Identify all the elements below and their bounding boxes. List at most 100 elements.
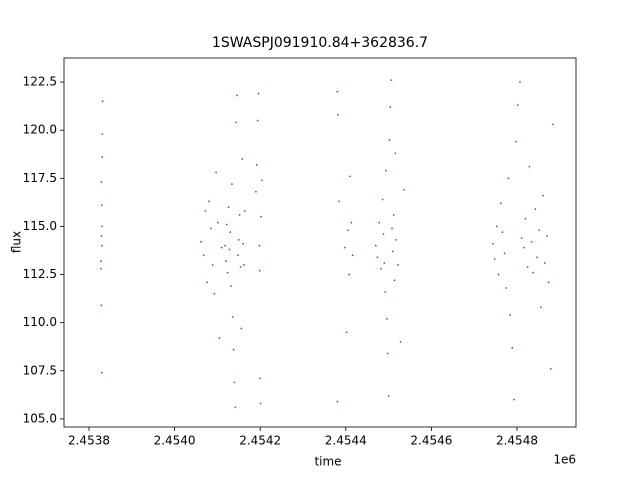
point [388, 138, 391, 141]
x-tick-label: 2.4544 [325, 434, 367, 448]
point [100, 244, 103, 247]
point [522, 246, 525, 249]
point [393, 279, 396, 282]
point [237, 239, 240, 241]
point [206, 281, 209, 284]
point [200, 240, 203, 243]
point [233, 381, 236, 384]
point [243, 264, 245, 266]
point [391, 250, 394, 253]
point [236, 94, 238, 97]
point [351, 254, 354, 257]
point [344, 246, 346, 249]
point [255, 163, 258, 166]
point [211, 264, 214, 266]
y-tick-label: 107.5 [23, 363, 57, 377]
point [215, 171, 218, 174]
point [378, 221, 381, 224]
point [532, 271, 535, 274]
point [382, 233, 385, 236]
point [259, 377, 262, 380]
point [258, 269, 261, 272]
x-axis-label: time [314, 455, 341, 469]
point [240, 327, 243, 330]
x-offset-label: 1e6 [553, 453, 576, 467]
point [386, 352, 389, 355]
point [220, 246, 223, 249]
point [232, 348, 235, 351]
point [385, 169, 387, 172]
point [349, 175, 351, 178]
point [403, 188, 405, 191]
point [374, 244, 377, 247]
point [495, 225, 498, 228]
point [520, 237, 523, 239]
point [216, 221, 219, 224]
point [385, 317, 388, 320]
point [242, 242, 244, 245]
y-tick-label: 117.5 [23, 171, 57, 185]
y-tick-label: 112.5 [23, 267, 57, 281]
point [392, 213, 395, 216]
point [229, 231, 232, 234]
point [530, 240, 533, 243]
point [336, 90, 339, 93]
point [499, 202, 502, 205]
point [101, 133, 104, 135]
point [100, 304, 103, 307]
point [224, 244, 226, 247]
point [540, 306, 542, 309]
point [395, 239, 398, 241]
chart-title: 1SWASPJ091910.84+362836.7 [212, 35, 428, 51]
point [234, 406, 237, 409]
point [501, 231, 504, 234]
point [399, 341, 402, 343]
point [225, 260, 227, 262]
y-tick-label: 122.5 [23, 75, 57, 89]
point [235, 121, 238, 124]
point [347, 229, 349, 232]
point [237, 254, 239, 257]
point [101, 156, 104, 159]
point [390, 79, 393, 82]
point [226, 271, 229, 274]
point [536, 256, 538, 259]
x-tick-label: 2.4548 [496, 434, 538, 448]
y-axis-label: flux [10, 231, 24, 253]
point [210, 227, 212, 230]
point [243, 210, 246, 212]
point [546, 235, 548, 237]
point [376, 256, 379, 259]
point [230, 285, 232, 287]
y-tick-label: 120.0 [23, 123, 57, 137]
point [493, 258, 496, 261]
point [384, 290, 387, 293]
point [538, 229, 541, 232]
point [549, 367, 552, 370]
point [528, 165, 531, 168]
point [238, 213, 241, 216]
point [337, 113, 339, 116]
point [100, 204, 103, 207]
y-tick-label: 115.0 [23, 219, 57, 233]
point [397, 264, 399, 266]
point [338, 200, 340, 203]
point [524, 217, 527, 220]
point [100, 260, 102, 262]
point [507, 177, 510, 180]
point [348, 273, 351, 276]
point [542, 194, 544, 197]
point [260, 215, 262, 218]
point [100, 235, 103, 237]
point [100, 371, 103, 374]
point [515, 140, 518, 143]
point [383, 262, 386, 264]
y-tick-label: 110.0 [23, 315, 57, 329]
point [543, 262, 546, 264]
point [228, 248, 231, 251]
point [389, 106, 392, 108]
point [231, 183, 233, 185]
point [231, 315, 234, 318]
